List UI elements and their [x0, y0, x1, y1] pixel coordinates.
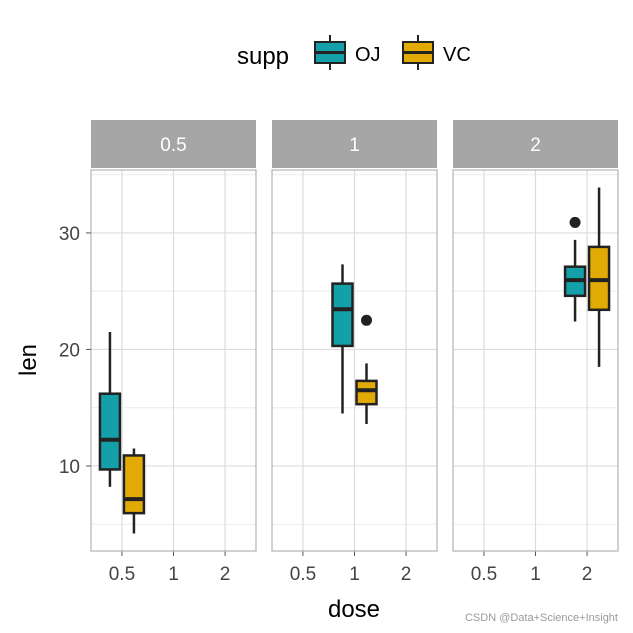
x-tick-label: 1	[530, 564, 541, 585]
legend-title: supp	[237, 43, 289, 70]
facet-strip-label: 2	[530, 135, 541, 156]
y-tick-label: 20	[59, 340, 80, 361]
box-OJ-1	[331, 264, 354, 414]
outlier-point	[569, 216, 581, 228]
x-tick-label: 2	[401, 564, 412, 585]
facet-strip	[91, 120, 256, 168]
box-VC-2	[587, 187, 611, 367]
facet-panel-1: 1 0.5 1 2	[271, 120, 438, 585]
box-body	[122, 454, 146, 515]
box-OJ-0.5	[98, 331, 122, 487]
facet-strip	[453, 120, 618, 168]
box-body	[355, 379, 378, 406]
box-body	[331, 282, 354, 348]
facet-panel-2: 2 0.5 1 2	[452, 120, 619, 585]
watermark: CSDN @Data+Science+Insight	[465, 612, 618, 624]
box-VC-0.5	[122, 448, 146, 534]
y-tick-label: 30	[59, 224, 80, 245]
x-tick-label: 0.5	[109, 564, 135, 585]
panel-border	[90, 169, 257, 552]
y-tick-label: 10	[59, 457, 80, 478]
legend: OJ VC	[314, 35, 471, 70]
facet-strip-label: 0.5	[160, 135, 186, 156]
panel-border	[271, 169, 438, 552]
box-VC-1	[355, 314, 378, 424]
panel-border	[452, 169, 619, 552]
legend-label-VC: VC	[443, 44, 471, 66]
box-OJ-2	[563, 216, 587, 322]
outlier-point	[361, 314, 372, 326]
x-tick-label: 2	[220, 564, 231, 585]
box-body	[98, 392, 122, 471]
x-tick-label: 0.5	[290, 564, 316, 585]
y-axis-label: len	[15, 344, 42, 376]
x-axis-label: dose	[328, 596, 380, 623]
x-tick-label: 1	[349, 564, 360, 585]
facet-panel-0.5: 0.5 0.5 1 2	[90, 120, 257, 585]
facet-strip-label: 1	[349, 135, 360, 156]
x-tick-label: 2	[582, 564, 593, 585]
facet-strip	[272, 120, 437, 168]
x-tick-label: 0.5	[471, 564, 497, 585]
x-tick-label: 1	[168, 564, 179, 585]
legend-label-OJ: OJ	[355, 44, 381, 66]
